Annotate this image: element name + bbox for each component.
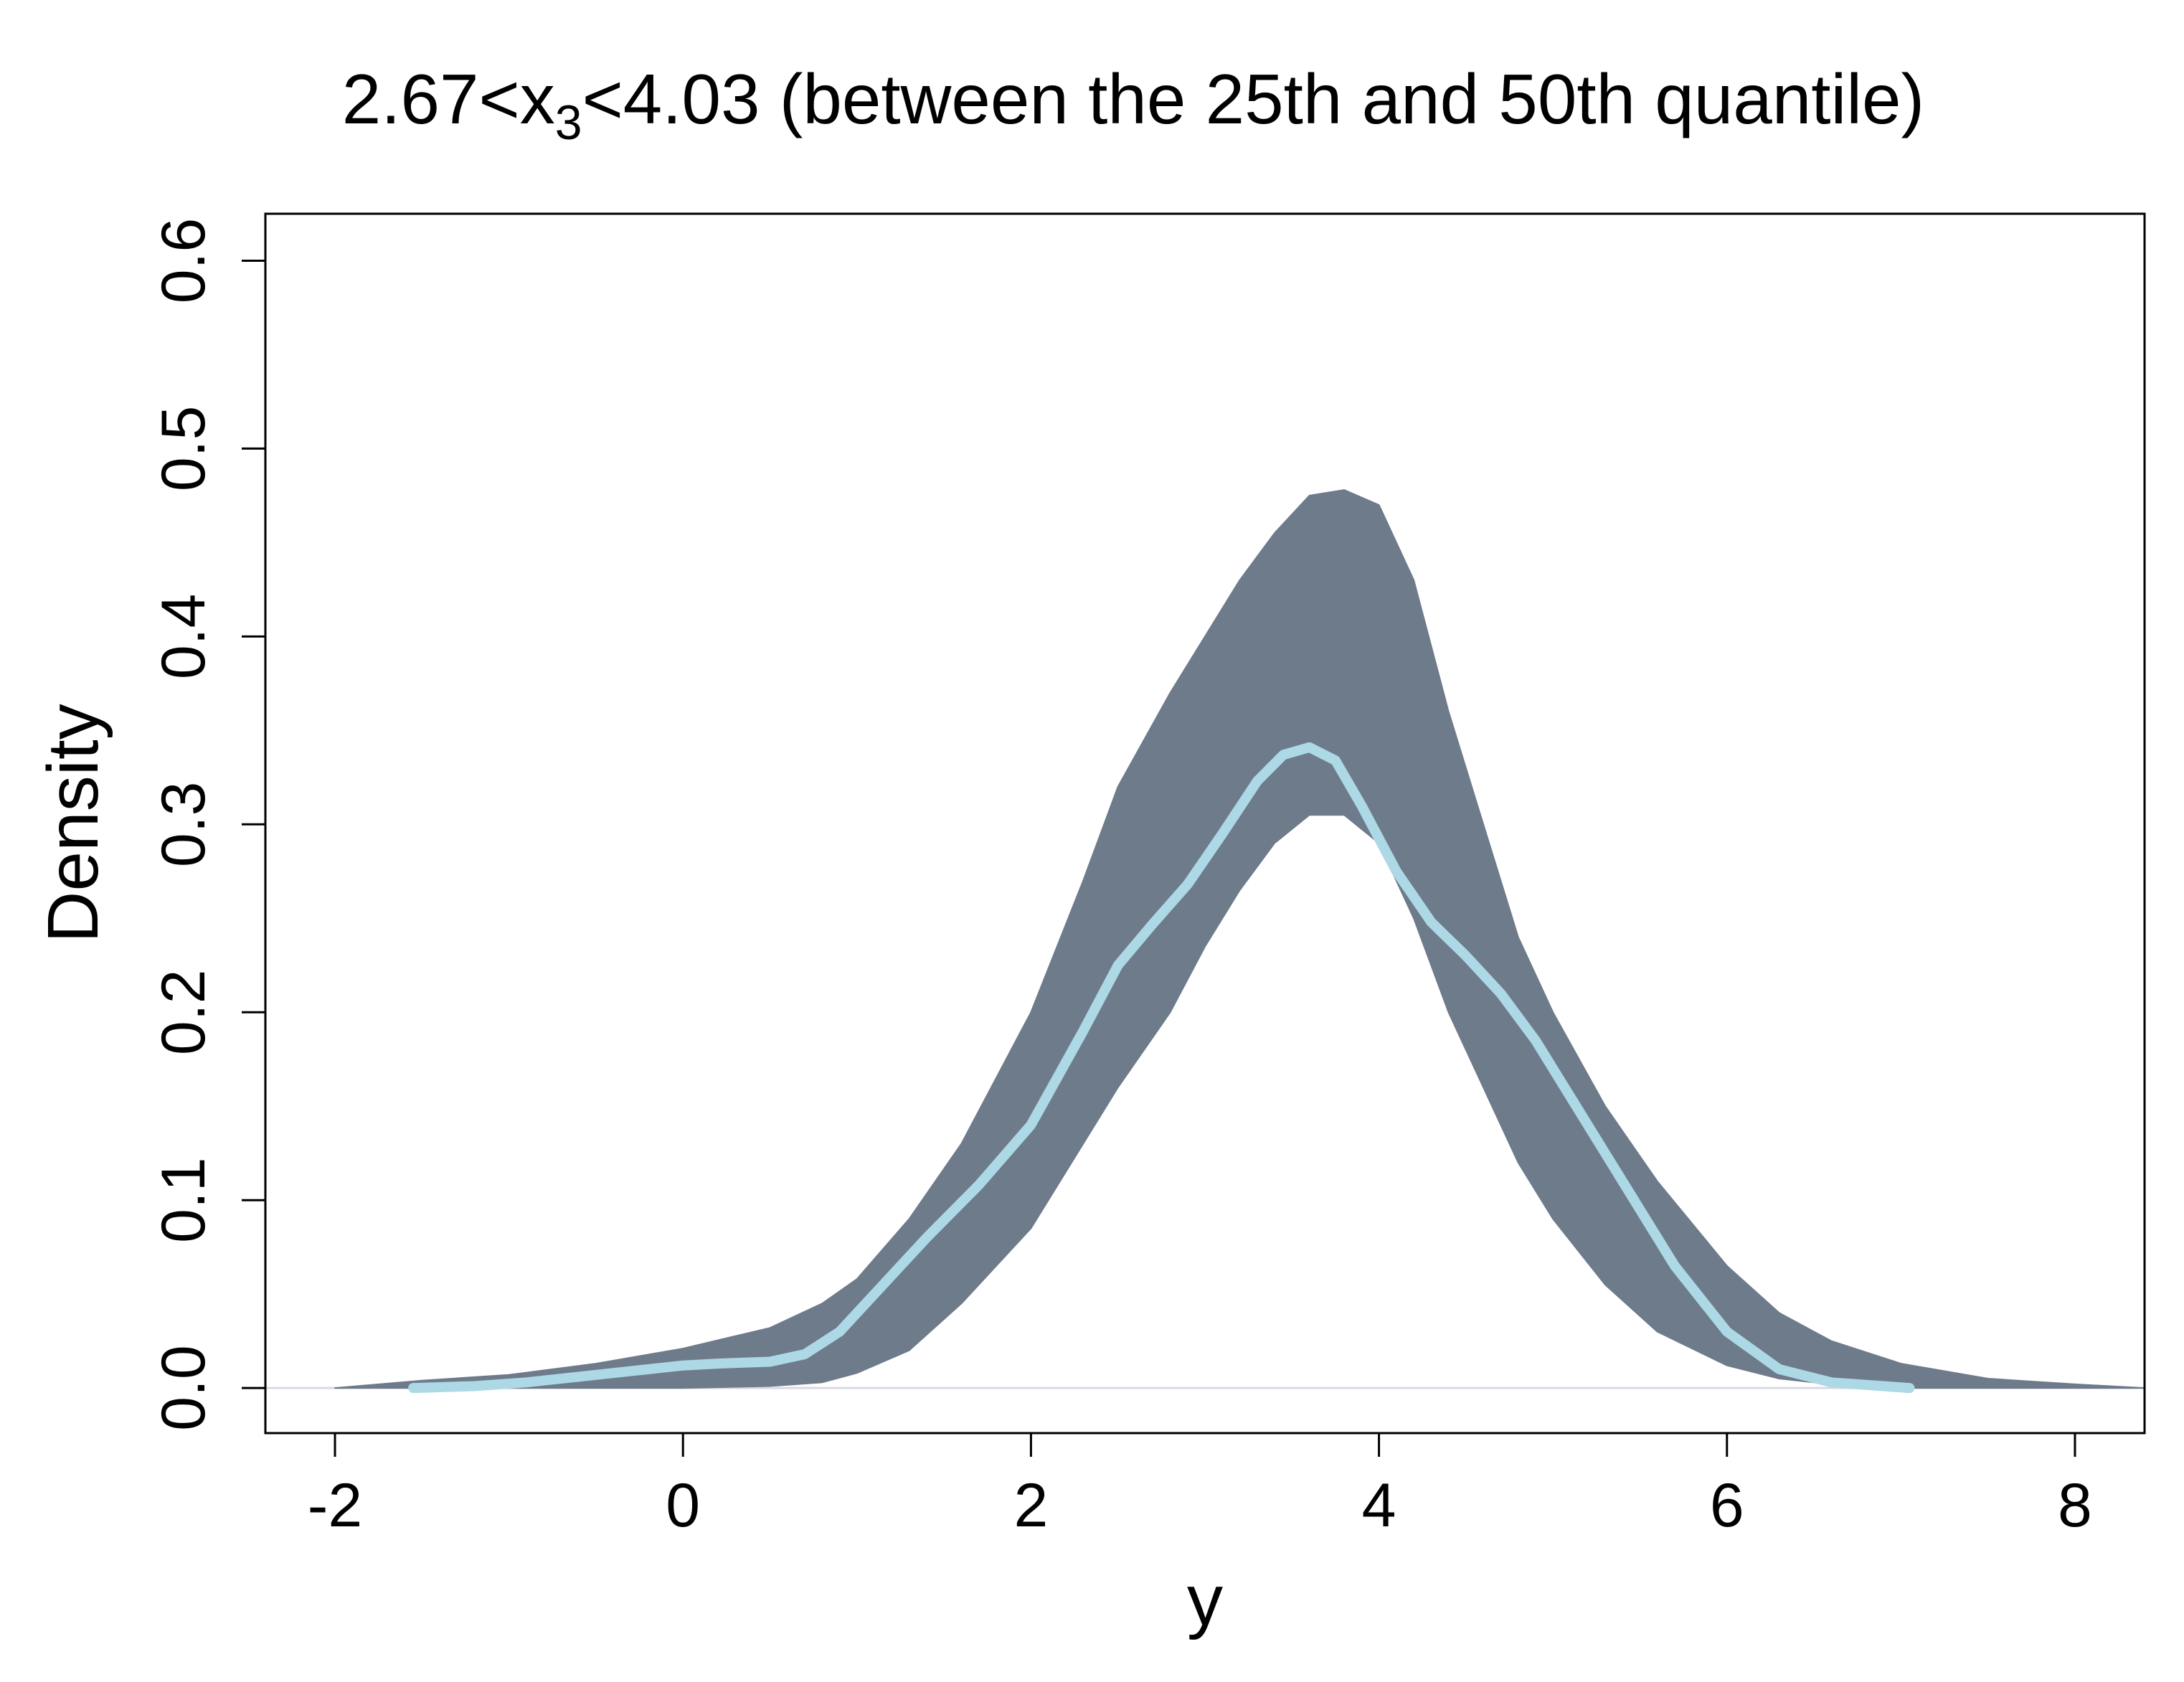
chart-title: 2.67<x3<4.03 (between the 25th and 50th … <box>342 60 1924 150</box>
x-tick-label: 4 <box>1362 1471 1396 1540</box>
x-axis: -2 0 2 4 6 8 <box>308 1432 2092 1540</box>
x-axis-label: y <box>1187 1560 1223 1640</box>
y-tick-label: 0.2 <box>149 970 218 1056</box>
title-suffix: <4.03 (between the 25th and 50th quantil… <box>582 60 1925 138</box>
y-axis-label: Density <box>33 704 113 942</box>
y-tick-label: 0.4 <box>149 594 218 680</box>
y-tick-label: 0.1 <box>149 1157 218 1243</box>
y-tick-label: 0.5 <box>149 406 218 492</box>
title-subscript: 3 <box>555 95 582 150</box>
x-tick-label: 2 <box>1013 1471 1048 1540</box>
mean-density-line <box>408 742 1915 1394</box>
y-tick-label: 0.3 <box>149 782 218 868</box>
posterior-density-band <box>334 489 2145 1389</box>
y-axis: 0.0 0.1 0.2 0.3 0.4 0.5 0.6 <box>149 218 267 1431</box>
x-tick-label: 6 <box>1710 1471 1744 1540</box>
y-tick-label: 0.6 <box>149 218 218 304</box>
title-prefix: 2.67<x <box>342 60 555 138</box>
x-tick-label: 8 <box>2058 1471 2092 1540</box>
x-tick-label: -2 <box>308 1471 362 1540</box>
plot-area <box>265 489 2145 1394</box>
x-tick-label: 0 <box>666 1471 700 1540</box>
y-tick-label: 0.0 <box>149 1345 218 1431</box>
